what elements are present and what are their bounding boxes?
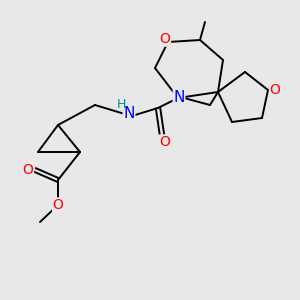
Text: O: O (52, 198, 63, 212)
Text: N: N (123, 106, 135, 122)
Text: O: O (160, 32, 170, 46)
Text: O: O (160, 135, 170, 149)
Text: N: N (173, 89, 185, 104)
Text: O: O (270, 83, 280, 97)
Text: O: O (22, 163, 33, 177)
Text: H: H (116, 98, 126, 112)
